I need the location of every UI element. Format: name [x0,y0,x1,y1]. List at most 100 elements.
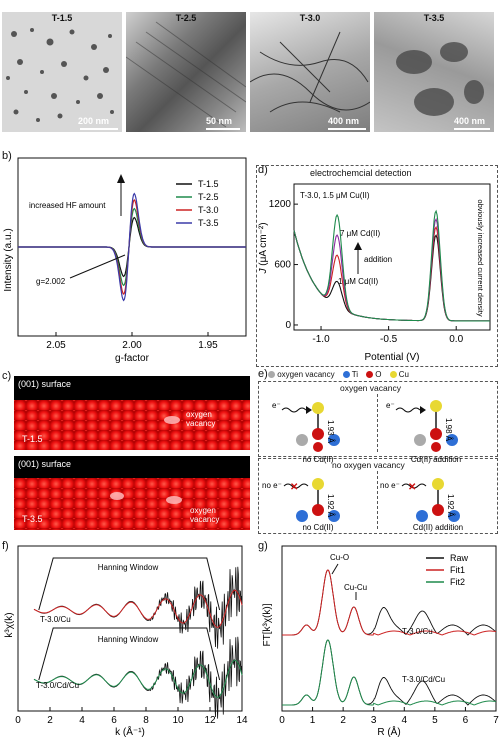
epr-xlabel: g-factor [115,353,150,364]
r-fit-0 [282,569,497,636]
tem-title-2: T-2.5 [175,13,197,23]
epr-arrow-head [117,174,125,183]
cu-swatch-icon [389,371,397,379]
panel-b-letter: b) [2,150,12,162]
g-legend-label: Fit1 [450,565,465,575]
cv-ylabel: J (μA cm⁻²) [258,222,269,274]
cv-xlabel: Potential (V) [364,352,419,363]
k-fit-0 [33,589,243,628]
exafs-r-ylabel: FT[k³χ(k)] [262,603,273,646]
exafs-r-legend: Raw Fit1 Fit2 [426,553,469,587]
tem-title-4: T-3.5 [423,13,445,23]
tem-title-1: T-1.5 [51,13,73,23]
exafs-k-curves [33,557,243,719]
panel-e-legend: oxygen vacancy Ti O Cu [268,370,496,379]
cv-curves [293,209,490,322]
epr-legend-label: T-3.5 [198,218,219,228]
structure-cell-2: e⁻ 1.98 Å Cd(II) addition [386,400,461,464]
peak-cu-cu-label: Cu-Cu [344,583,367,592]
f-xtick-label: 14 [236,715,248,726]
tem-particles-1 [6,28,114,122]
bond-label-3: 1.92 Å [326,494,335,518]
exafs-r-curves [282,569,497,706]
epr-legend-label: T-3.0 [198,205,219,215]
exafs-k-ylabel: k³χ(k) [4,612,15,637]
o-atom-1b [313,442,323,452]
panel-f-letter: f) [2,540,9,552]
panel-c-letter: c) [2,370,12,382]
cv-ytick-label: 1200 [269,199,292,210]
panel-g-letter: g) [258,540,268,552]
g-xtick-label: 6 [463,715,469,726]
exafs-r-ticks: 0 1 2 3 4 5 6 7 [279,707,499,726]
caption-3: no Cd(II) [302,523,333,532]
caption-4: Cd(II) addition [413,523,463,532]
panel-d-letter: d) [258,164,268,176]
f-xtick-label: 4 [79,715,85,726]
surface-image-bottom: (001) surface T-3.5 oxygen vacancy [14,456,250,530]
exafs-k-ticks: 0 2 4 6 8 10 12 14 [15,707,248,726]
exafs-k-frame [17,545,243,712]
vacancy-spot-bottom-1 [110,492,124,500]
vacancy-label-top: oxygen vacancy [186,410,216,428]
cu-atom-3 [312,478,324,490]
e-arrow-2 [420,406,426,414]
r-raw-1 [282,639,497,706]
window-label-top: Hanning Window [98,563,159,572]
section-novacancy-title: no oxygen vacancy [332,460,405,470]
cv-series-0 [293,230,490,322]
epr-xtick-label: 1.95 [198,340,218,351]
ti-atom-1 [328,434,340,446]
blocked-cross-icon-3: ✕ [290,482,298,493]
cv-chart: J (μA cm⁻²) -1.0 -0.5 0.0 0 600 1200 Potentia… [258,183,491,363]
f-xtick-label: 10 [172,715,184,726]
epr-chart: Intensity (a.u.) 2.05 2.00 1.95 g-factor i… [3,157,247,364]
structure-cell-1: e⁻ 1.93 Å no Cd(II) [272,401,340,464]
tem-image-2: T-2.5 50 nm [126,12,246,132]
g-sample-top: T-3.0/Cu [402,627,433,636]
g-sample-bottom: T-3.0/Cd/Cu [402,675,445,684]
legend-ti: Ti [342,370,358,379]
vacancy-spot-top [164,416,180,424]
g-xtick-label: 5 [432,715,438,726]
surface-atoms-top [14,400,250,450]
section-vacancy-title: oxygen vacancy [340,383,401,393]
structure-cell-4: no e⁻ ✕ 1.92 Å Cd(II) addition [380,478,463,532]
epr-legend-label: T-2.5 [198,192,219,202]
o-atom-2 [430,428,442,440]
o-swatch-icon [366,371,374,379]
g-xtick-label: 4 [402,715,408,726]
cv-side-note: obviously increased current density [476,199,485,316]
exafs-r-chart: FT[k³χ(k)] 0 1 2 3 4 5 6 7 R (Å) Cu-O Cu-Cu T-3… [262,545,499,738]
cv-ytick-label: 600 [274,260,291,271]
tem-image-4: T-3.5 400 nm [374,12,494,132]
bond-label-2: 1.98 Å [444,418,453,442]
ti-atom-4a [416,510,428,522]
epr-legend-label: T-1.5 [198,179,219,189]
tem-clusters-4 [396,42,484,116]
ti-atom-3a [296,510,308,522]
f-xtick-label: 6 [111,715,117,726]
scale-label-4: 400 nm [454,116,486,126]
tem-sheets-3 [250,31,370,113]
scale-label-1: 200 nm [78,116,110,126]
e-label-2: e⁻ [386,401,395,410]
o-atom-2b [431,442,441,452]
g-xtick-label: 3 [371,715,377,726]
panel-d-header: electrochemcial detection [310,168,412,178]
o-atom-3 [312,504,324,516]
structure-cell-3: no e⁻ ✕ 1.92 Å no Cd(II) [262,478,340,532]
e-label-1: e⁻ [272,401,281,410]
epr-curves [18,192,246,302]
cv-series-1 [293,225,490,322]
surface-label-top: (001) surface [18,379,72,389]
tem-image-3: T-3.0 400 nm [250,12,370,132]
f-sample-top: T-3.0/Cu [40,615,71,624]
peak-cu-o-pointer [331,563,339,575]
hanning-window-0 [38,557,221,611]
g-xtick-label: 7 [493,715,499,726]
e-wave-2 [395,407,421,413]
cv-series-3 [293,209,490,322]
f-xtick-label: 2 [47,715,53,726]
legend-cu: Cu [389,370,409,379]
